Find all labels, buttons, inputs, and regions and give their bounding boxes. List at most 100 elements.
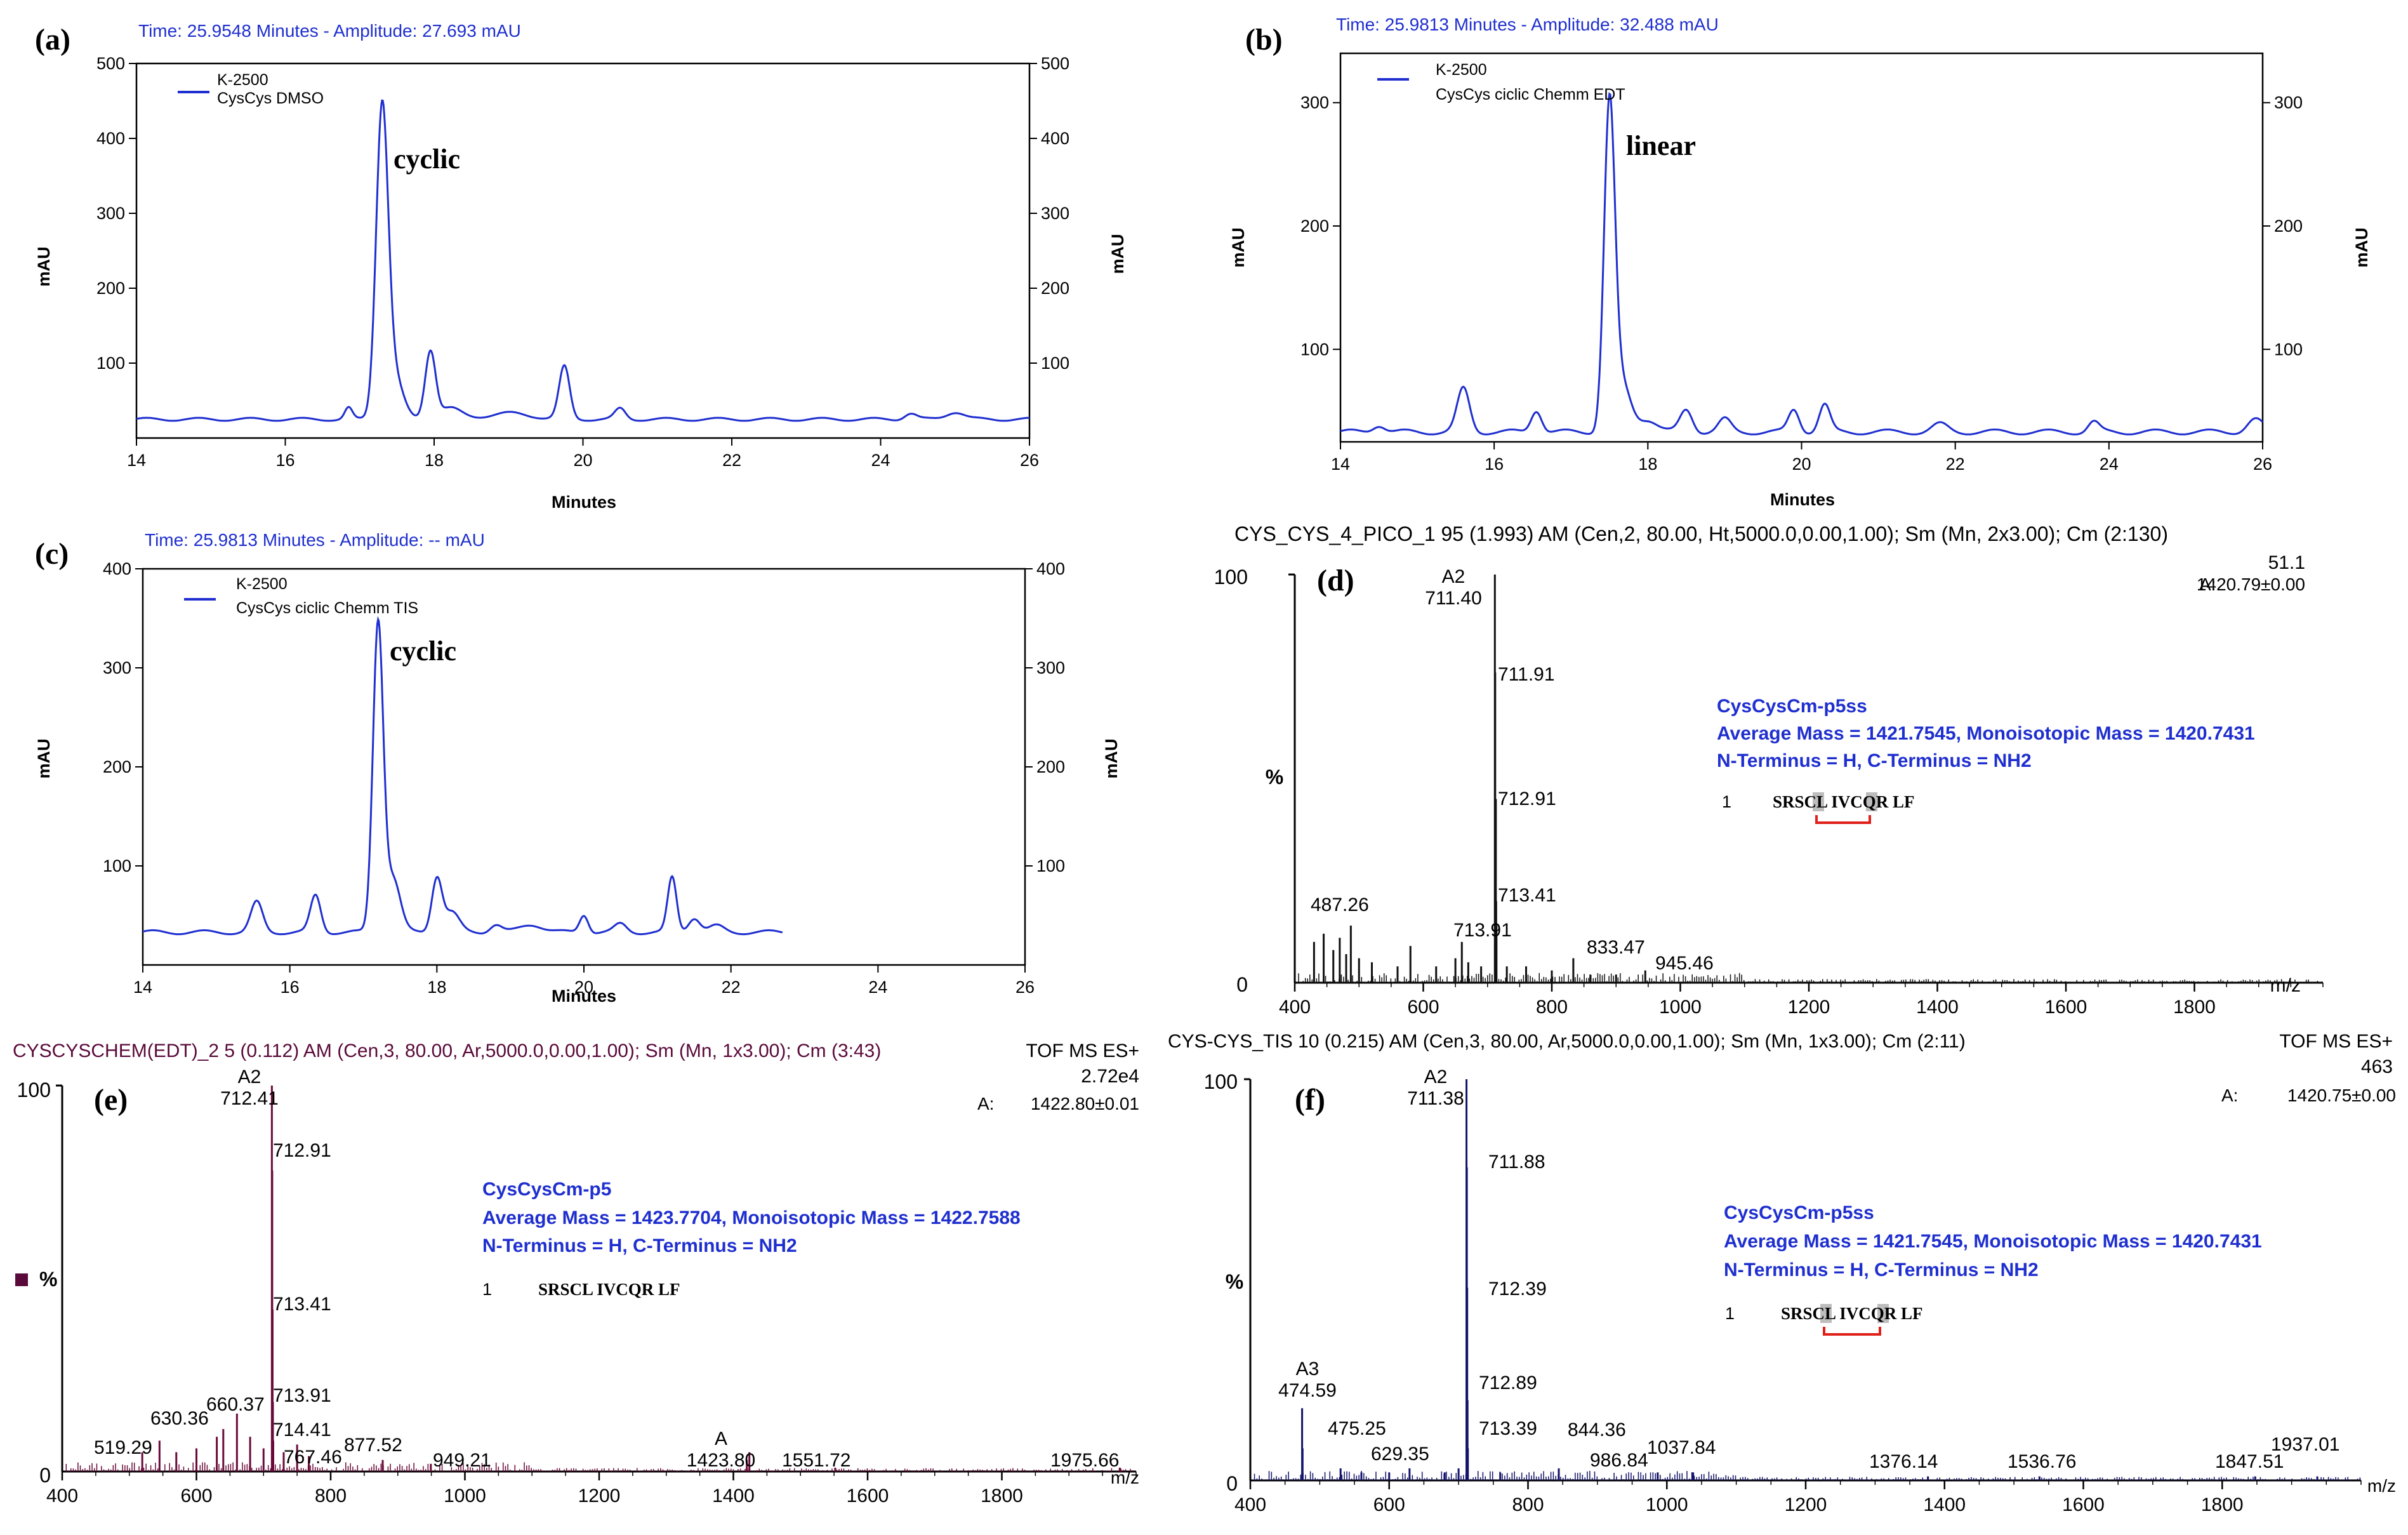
panel-d-a-value: 1420.79±0.00 [2197,575,2305,594]
panel-b-ylabel: mAU [1229,227,1248,267]
x-tick-label: 14 [127,451,146,470]
panel-b-ylabel-right: mAU [2352,227,2371,267]
peak-label: 712.41 [220,1088,279,1109]
x-tick-label: 26 [1015,978,1035,997]
panel-f-y0: 0 [1226,1472,1238,1495]
x-tick-label: 1000 [444,1485,486,1506]
panel-e-termini: N-Terminus = H, C-Terminus = NH2 [482,1235,797,1256]
panel-f-a-value: 1420.75±0.00 [2287,1086,2396,1105]
panel-d-mass: Average Mass = 1421.7545, Monoisotopic M… [1717,723,2255,744]
peak-label: 844.36 [1568,1419,1626,1440]
x-tick-label: 16 [281,978,300,997]
panel-d-tag: (d) [1317,564,1354,597]
x-tick-label: 800 [1512,1494,1544,1515]
peak-annotation: A2 [1424,1067,1448,1087]
peak-label: 713.91 [273,1385,331,1406]
trace-line [136,99,1030,422]
peak-label: 1975.66 [1050,1450,1119,1471]
peak-label: 629.35 [1371,1444,1429,1465]
panel-a-annotation: cyclic [394,143,460,175]
y-tick-right-label: 200 [1041,279,1069,298]
panel-f-seq-num: 1 [1725,1304,1735,1323]
panel-e-a-label: A: [977,1094,994,1113]
y-tick-right-label: 100 [1036,856,1065,875]
x-tick-label: 20 [1792,455,1811,474]
y-tick-label: 300 [96,204,125,223]
x-tick-label: 16 [275,451,294,470]
x-tick-label: 600 [1373,1494,1405,1515]
peak-label: 712.39 [1488,1279,1547,1299]
x-tick-label: 20 [573,451,592,470]
x-tick-label: 18 [425,451,444,470]
panel-c-ylabel: mAU [34,738,53,778]
panel-d-xunit: m/z [2270,975,2301,996]
y-tick-right-label: 400 [1036,559,1065,578]
chart-a: 14 16 18 20 22 24 26 100 200 300 400 500 100 200 300 40… [96,54,1069,470]
peak-label: 711.38 [1407,1088,1464,1109]
x-tick-label: 14 [133,978,152,997]
peak-label: 712.89 [1479,1372,1537,1393]
panel-b-header: Time: 25.9813 Minutes - Amplitude: 32.48… [1336,15,1719,34]
panel-f-header: CYS-CYS_TIS 10 (0.215) AM (Cen,3, 80.00,… [1168,1031,1966,1052]
x-tick-label: 1800 [2173,997,2216,1018]
x-tick-label: 22 [722,978,741,997]
y-tick-label: 200 [103,757,131,776]
peak-label: 660.37 [206,1394,265,1415]
disulfide-bridge-icon [1813,792,1877,824]
peak-label: 713.41 [1498,885,1556,906]
panel-d-sequence: SRSCL IVCQR LF [1773,792,1915,811]
panel-a-legend-name: K-2500 [217,71,268,89]
peak-label: 1551.72 [782,1450,850,1471]
peak-label: 949.21 [433,1450,491,1471]
peak-label: 945.46 [1655,953,1714,974]
x-tick-label: 1800 [2201,1494,2244,1515]
y-tick-label: 300 [1300,93,1329,112]
panel-a-ylabel-right: mAU [1108,234,1127,274]
plot-frame [142,568,1026,966]
peak-label: 711.91 [1498,664,1555,685]
panel-d-intensity: 51.1 [2268,552,2305,573]
y-tick-label: 200 [1300,216,1329,236]
x-tick-label: 24 [2100,455,2119,474]
peak-annotation: A2 [238,1067,261,1087]
x-tick-label: 1000 [1659,997,1702,1018]
panel-d: CYS_CYS_4_PICO_1 95 (1.993) AM (Cen,2, 8… [1214,522,2324,1018]
x-tick-label: 22 [722,451,741,470]
x-tick-label: 600 [180,1485,212,1506]
x-tick-label: 1200 [1785,1494,1827,1515]
y-tick-right-label: 200 [2274,216,2303,236]
panel-c-legend-name: K-2500 [236,575,288,593]
panel-a-tag: (a) [35,23,70,56]
panel-f-xunit: m/z [2367,1476,2396,1496]
y-tick-label: 400 [103,559,131,578]
panel-e-tag: (e) [94,1083,128,1117]
x-tick-label: 24 [871,451,890,470]
x-tick-label: 800 [1536,997,1568,1018]
peak-label: 1037.84 [1647,1437,1716,1458]
x-tick-label: 1400 [1923,1494,1966,1515]
panel-e-header: CYSCYSCHEM(EDT)_2 5 (0.112) AM (Cen,3, 8… [13,1040,881,1061]
peak-label: 711.88 [1488,1152,1545,1173]
panel-a-header: Time: 25.9548 Minutes - Amplitude: 27.69… [138,21,521,41]
plot-frame [1339,52,2264,443]
panel-e-seq-num: 1 [482,1280,492,1299]
y-tick-label: 100 [103,856,131,875]
x-tick-label: 14 [1331,455,1350,474]
panel-a-legend-sample: CysCys DMSO [217,90,324,107]
trace-line [1340,92,2264,435]
panel-d-peptide: CysCysCm-p5ss [1717,696,1867,717]
panel-d-ylabel: % [1266,766,1283,788]
panel-e-peptide: CysCysCm-p5 [482,1179,611,1200]
panel-a-ylabel: mAU [34,246,53,286]
panel-b-annotation: linear [1626,130,1696,161]
x-tick-label: 26 [1020,451,1039,470]
peak-label: 714.41 [273,1419,331,1440]
panel-c-legend-sample: CysCys ciclic Chemm TIS [236,599,418,617]
panel-d-y100: 100 [1214,566,1248,588]
x-tick-label: 1000 [1646,1494,1688,1515]
x-tick-label: 1800 [981,1485,1023,1506]
y-tick-right-label: 200 [1036,757,1065,776]
peak-label: 630.36 [150,1408,209,1429]
